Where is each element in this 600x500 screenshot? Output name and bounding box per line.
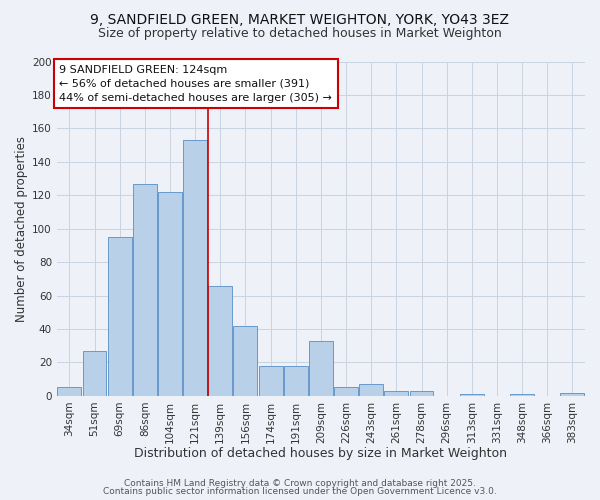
Bar (108, 237, 131, 396)
Bar (284, 366, 308, 396)
Text: 9 SANDFIELD GREEN: 124sqm
← 56% of detached houses are smaller (391)
44% of semi: 9 SANDFIELD GREEN: 124sqm ← 56% of detac… (59, 65, 332, 103)
Bar (233, 326, 257, 396)
Bar (259, 366, 283, 396)
Bar (410, 391, 433, 396)
Text: 9, SANDFIELD GREEN, MARKET WEIGHTON, YORK, YO43 3EZ: 9, SANDFIELD GREEN, MARKET WEIGHTON, YOR… (91, 12, 509, 26)
Bar (58, 388, 82, 396)
X-axis label: Distribution of detached houses by size in Market Weighton: Distribution of detached houses by size … (134, 447, 508, 460)
Text: Size of property relative to detached houses in Market Weighton: Size of property relative to detached ho… (98, 28, 502, 40)
Bar (83, 350, 106, 396)
Bar (183, 140, 207, 396)
Bar (208, 286, 232, 396)
Bar (510, 394, 534, 396)
Bar (133, 184, 157, 396)
Bar (334, 388, 358, 396)
Bar (560, 392, 584, 396)
Text: Contains public sector information licensed under the Open Government Licence v3: Contains public sector information licen… (103, 487, 497, 496)
Bar (309, 340, 333, 396)
Y-axis label: Number of detached properties: Number of detached properties (15, 136, 28, 322)
Text: Contains HM Land Registry data © Crown copyright and database right 2025.: Contains HM Land Registry data © Crown c… (124, 478, 476, 488)
Bar (359, 384, 383, 396)
Bar (158, 192, 182, 396)
Bar (385, 391, 408, 396)
Bar (460, 394, 484, 396)
